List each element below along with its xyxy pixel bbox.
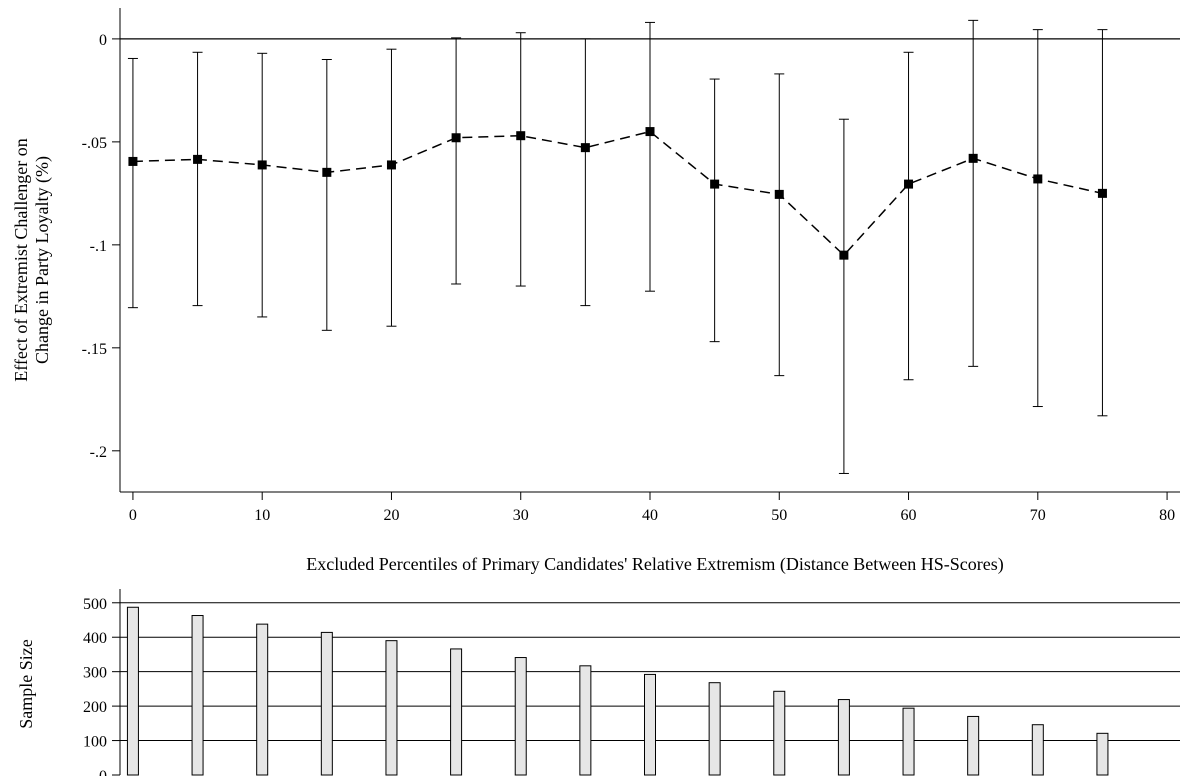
y-axis-title: Effect of Extremist Challenger onChange …	[11, 138, 53, 382]
estimate-point	[968, 153, 978, 163]
sample-size-bar	[579, 665, 592, 776]
estimate-point	[193, 154, 203, 164]
estimate-point	[128, 156, 138, 166]
estimate-point	[645, 127, 655, 137]
y-axis-title-line: Effect of Extremist Challenger on	[11, 138, 31, 382]
estimate-point	[839, 250, 849, 260]
x-axis-title: Excluded Percentiles of Primary Candidat…	[306, 554, 1004, 575]
sample-size-bar	[450, 648, 463, 776]
sample-size-bar	[773, 690, 786, 776]
x-tick-label: 50	[771, 507, 787, 524]
y-tick-label: -.05	[82, 135, 107, 152]
sample-size-bar	[837, 699, 850, 776]
y-tick-label: -.1	[90, 238, 107, 255]
estimate-point	[451, 133, 461, 143]
sample-size-bar	[708, 682, 721, 776]
bar-y-tick-label: 0	[99, 768, 107, 776]
x-tick-label: 10	[254, 507, 270, 524]
x-tick-label: 40	[642, 507, 658, 524]
bar-y-tick-label: 500	[83, 596, 107, 613]
estimate-point	[904, 179, 914, 189]
sample-size-bar	[514, 657, 527, 776]
x-tick-label: 80	[1159, 507, 1175, 524]
x-tick-label: 30	[513, 507, 529, 524]
estimate-point	[1097, 188, 1107, 198]
sample-size-bar	[967, 715, 980, 776]
sample-size-bar	[126, 606, 139, 776]
x-tick-label: 20	[383, 507, 399, 524]
sample-size-bar	[320, 631, 333, 776]
x-tick-label: 60	[901, 507, 917, 524]
estimate-point	[774, 189, 784, 199]
sample-size-bar	[902, 707, 915, 776]
sample-size-bar	[1096, 732, 1109, 776]
sample-size-bar	[191, 615, 204, 776]
x-tick-label: 0	[129, 507, 137, 524]
estimate-point	[516, 131, 526, 141]
effect-chart: 0 -.05 -.1 -.15 -.2 0 10 20 30 40 50 60 70 80 Excluded…	[11, 8, 1180, 575]
estimate-point	[322, 167, 332, 177]
estimate-point	[710, 179, 720, 189]
estimate-point	[257, 160, 267, 170]
bar-y-tick-label: 200	[83, 699, 107, 716]
estimate-line	[132, 130, 1103, 257]
bar-y-tick-label: 100	[83, 734, 107, 751]
estimate-point	[580, 143, 590, 153]
bar-y-axis-title: Sample Size	[16, 639, 36, 728]
sample-size-bar	[1031, 724, 1044, 776]
sample-size-bar	[256, 623, 269, 776]
sample-size-bar	[385, 640, 398, 776]
y-tick-label: -.15	[82, 341, 107, 358]
y-axis-title-line: Change in Party Loyalty (%)	[32, 156, 53, 364]
x-tick-label: 70	[1030, 507, 1046, 524]
bar-y-tick-label: 300	[83, 665, 107, 682]
estimate-point	[1033, 174, 1043, 184]
sample-size-bar	[644, 673, 656, 776]
y-tick-label: -.2	[90, 444, 107, 461]
bar-y-tick-label: 400	[83, 630, 107, 647]
y-tick-label: 0	[99, 32, 107, 49]
sample-size-chart: 0 100 200 300 400 500 Sample Size	[16, 589, 1180, 776]
estimate-point	[386, 160, 396, 170]
